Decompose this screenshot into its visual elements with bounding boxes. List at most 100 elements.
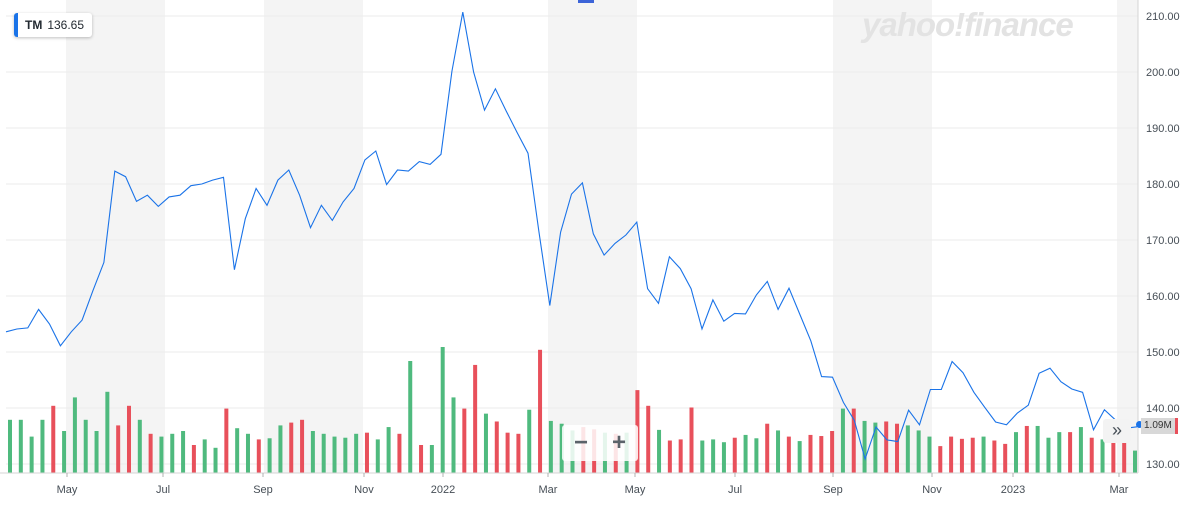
volume-bar — [527, 409, 532, 473]
volume-bar — [689, 407, 694, 473]
volume-bar — [181, 431, 186, 473]
volume-bar — [505, 432, 510, 473]
volume-bar — [159, 436, 164, 473]
volume-bar — [548, 420, 553, 473]
volume-bar — [981, 436, 986, 473]
zoom-controls: − + — [562, 425, 638, 461]
volume-bar — [440, 347, 445, 473]
y-tick-label: 150.00 — [1146, 347, 1180, 359]
volume-bar — [83, 419, 88, 473]
volume-bar — [1024, 425, 1029, 473]
volume-bar — [473, 364, 478, 473]
volume-bar — [721, 442, 726, 473]
volume-bar — [213, 447, 218, 473]
volume-bar — [462, 408, 467, 473]
y-tick-label: 190.00 — [1146, 123, 1180, 135]
volume-bar — [743, 434, 748, 473]
volume-bar — [1046, 437, 1051, 473]
volume-bar — [905, 425, 910, 473]
y-axis: 130.00 140.00 150.00 160.00 170.00 180.00 190.… — [1137, 0, 1180, 473]
series-color-indicator — [14, 13, 18, 37]
last-price-dot — [1136, 421, 1143, 428]
volume-bar — [51, 405, 56, 473]
volume-bar — [1111, 440, 1116, 473]
volume-bar — [300, 419, 305, 473]
month-band — [66, 0, 165, 473]
volume-bar — [895, 423, 900, 473]
volume-bar — [1035, 425, 1040, 473]
volume-bar — [148, 433, 153, 473]
volume-bar — [289, 422, 294, 473]
volume-bar — [235, 428, 240, 473]
volume-bar — [170, 433, 175, 473]
volume-bar — [1014, 432, 1019, 473]
volume-bar — [732, 437, 737, 473]
volume-bar — [916, 430, 921, 473]
ticker-badge[interactable]: TM 136.65 — [14, 13, 93, 37]
volume-bar — [18, 419, 23, 473]
ticker-symbol: TM — [25, 18, 43, 32]
volume-bar — [862, 420, 867, 473]
volume-bar — [386, 427, 391, 473]
volume-bar — [224, 408, 229, 473]
volume-bar — [873, 422, 878, 473]
zoom-in-button[interactable]: + — [611, 429, 626, 456]
ticker-price: 136.65 — [47, 18, 85, 32]
volume-bar — [191, 445, 196, 473]
volume-bar — [657, 429, 662, 473]
price-series-line — [5, 12, 1138, 461]
y-tick-label: 160.00 — [1146, 291, 1180, 303]
price-line — [5, 12, 1138, 461]
volume-bar — [494, 421, 499, 473]
volume-bar — [516, 433, 521, 473]
volume-bar — [786, 436, 791, 473]
volume-bar — [970, 437, 975, 473]
volume-bar — [808, 434, 813, 473]
x-tick-label: Nov — [922, 484, 942, 496]
volume-bar — [29, 436, 34, 473]
x-tick-label: 2022 — [431, 484, 455, 496]
volume-bar — [711, 439, 716, 473]
volume-bar — [830, 431, 835, 473]
zoom-out-button[interactable]: − — [573, 429, 588, 456]
volume-bar — [429, 445, 434, 473]
volume-bar — [8, 419, 12, 473]
volume-bar — [884, 421, 889, 473]
volume-bar — [667, 440, 672, 473]
x-tick-label: Jul — [728, 484, 742, 496]
volume-bar — [419, 445, 424, 473]
x-tick-label: Mar — [1110, 484, 1129, 496]
volume-bar — [321, 433, 326, 473]
volume-bar — [851, 408, 856, 473]
x-tick-label: Sep — [253, 484, 273, 496]
volume-bar — [310, 431, 315, 473]
volume-bar — [483, 413, 488, 473]
volume-bar — [1078, 427, 1083, 473]
volume-bar — [94, 431, 99, 473]
volume-bar — [959, 438, 964, 473]
x-tick-label: Mar — [539, 484, 558, 496]
y-tick-label: 200.00 — [1146, 67, 1180, 79]
y-tick-label: 170.00 — [1146, 235, 1180, 247]
volume-bar — [776, 430, 781, 473]
x-tick-label: 2023 — [1001, 484, 1025, 496]
volume-bar — [938, 446, 943, 473]
month-band — [264, 0, 363, 473]
volume-bar — [343, 437, 348, 473]
volume-badge: 1.09M — [1141, 418, 1178, 434]
volume-bar — [1089, 437, 1094, 473]
expand-icon[interactable]: » — [1103, 419, 1131, 443]
range-marker — [578, 0, 594, 3]
volume-bar — [559, 423, 564, 473]
volume-bar — [354, 433, 359, 473]
volume-bar — [116, 425, 121, 473]
volume-bar — [797, 441, 802, 473]
month-band — [548, 0, 637, 473]
volume-bar — [538, 349, 543, 473]
month-band — [833, 0, 932, 473]
yahoo-finance-logo: yahoo!finance — [862, 6, 1074, 43]
x-tick-label: Sep — [823, 484, 843, 496]
volume-bar — [1133, 450, 1137, 473]
volume-bar — [927, 436, 932, 473]
